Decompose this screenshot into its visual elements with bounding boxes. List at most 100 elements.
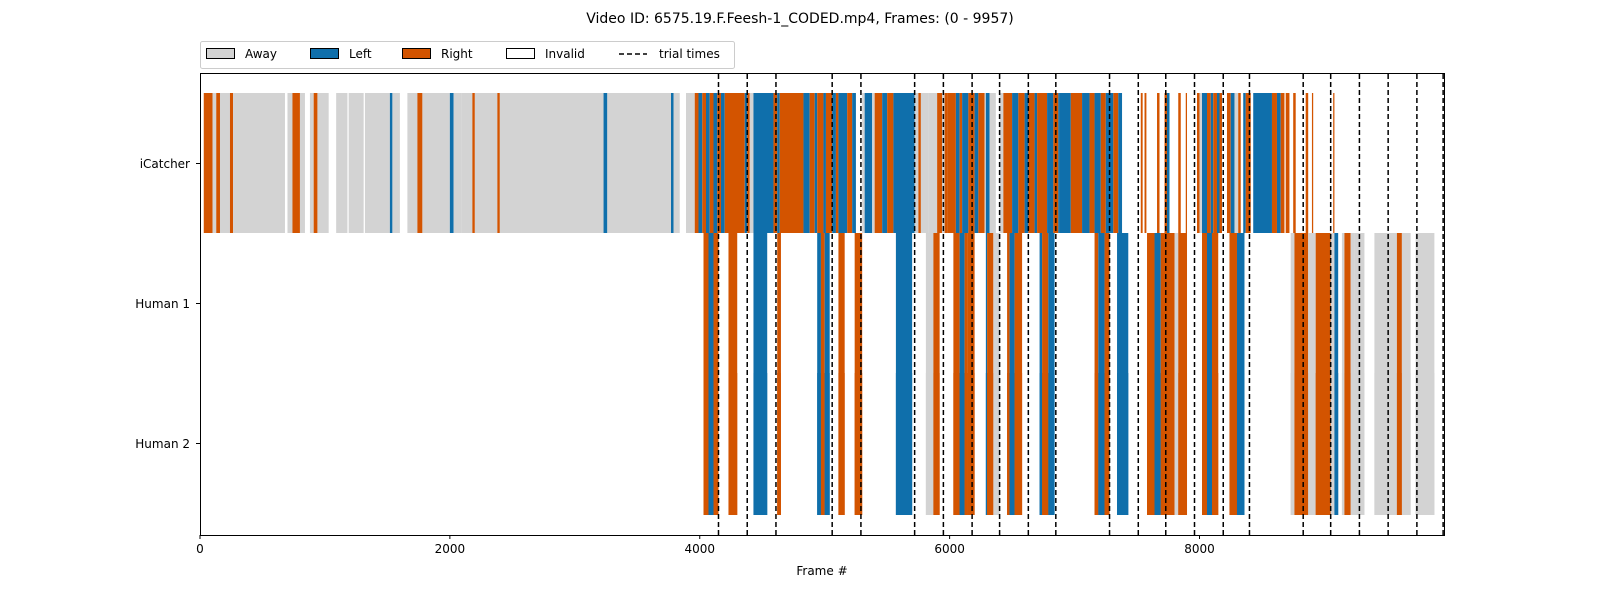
segment-human-2-away-51 [1374,373,1397,515]
segment-icatcher-right-70 [937,93,943,233]
segment-icatcher-left-37 [713,93,718,233]
segment-icatcher-left-63 [882,93,888,233]
segment-human-2-right-0 [703,373,709,515]
segment-icatcher-right-130 [1305,93,1309,233]
segment-icatcher-right-95 [1070,93,1083,233]
segment-human-2-left-4 [753,373,768,515]
y-tick-label-icatcher: iCatcher [140,157,190,171]
segment-icatcher-right-88 [1028,93,1035,233]
legend-label-trial-times: trial times [659,47,720,61]
segment-human-2-right-7 [820,373,825,515]
segment-icatcher-away-59 [862,93,865,233]
segment-icatcher-away-82 [989,93,996,233]
segment-icatcher-left-15 [389,93,393,233]
segment-icatcher-away-21 [453,93,462,233]
segment-icatcher-left-114 [1210,93,1214,233]
segment-icatcher-right-104 [1144,93,1147,233]
segment-icatcher-left-89 [1034,93,1038,233]
segment-icatcher-left-78 [974,93,979,233]
segment-icatcher-right-4 [229,93,234,233]
segment-icatcher-right-67 [918,93,921,233]
segment-icatcher-right-57 [847,93,853,233]
segment-human-2-right-14 [953,373,960,515]
segment-icatcher-left-74 [955,93,960,233]
segment-human-2-right-21 [1007,373,1010,515]
segment-icatcher-left-76 [962,93,969,233]
segment-icatcher-left-39 [720,93,725,233]
segment-icatcher-left-87 [1024,93,1029,233]
segment-icatcher-right-42 [747,93,750,233]
segment-human-2-right-38 [1211,373,1219,515]
segment-icatcher-left-85 [1012,93,1019,233]
segment-icatcher-right-36 [709,93,714,233]
x-tick-label-3: 6000 [934,542,965,556]
segment-icatcher-right-103 [1140,93,1143,233]
segment-icatcher-away-13 [348,93,364,233]
segment-icatcher-away-61 [872,93,875,233]
segment-icatcher-left-35 [706,93,710,233]
segment-icatcher-left-65 [893,93,915,233]
segment-human-2-away-45 [1330,373,1335,515]
segment-human-2-left-46 [1334,373,1339,515]
segment-icatcher-right-118 [1226,93,1231,233]
segment-icatcher-right-86 [1018,93,1025,233]
segment-icatcher-right-73 [947,93,956,233]
segment-human-2-right-31 [1147,373,1155,515]
segment-human-2-right-48 [1344,373,1351,515]
segment-human-2-away-53 [1401,373,1411,515]
segment-human-2-left-15 [959,373,965,515]
segment-icatcher-away-19 [422,93,450,233]
segment-icatcher-left-98 [1094,93,1101,233]
segment-human-2-right-42 [1294,373,1309,515]
segment-icatcher-left-81 [985,93,990,233]
segment-human-2-left-11 [895,373,913,515]
segment-icatcher-left-52 [823,93,826,233]
segment-icatcher-right-115 [1213,93,1217,233]
segment-icatcher-away-6 [287,93,293,233]
segment-icatcher-left-58 [852,93,856,233]
chart-title: Video ID: 6575.19.F.Feesh-1_CODED.mp4, F… [586,11,1013,27]
segment-icatcher-away-26 [499,93,604,233]
segment-icatcher-right-55 [835,93,839,233]
segment-icatcher-left-50 [814,93,818,233]
segment-icatcher-left-91 [1047,93,1054,233]
segment-icatcher-right-25 [497,93,500,233]
segment-icatcher-right-2 [216,93,220,233]
segment-icatcher-left-124 [1253,93,1272,233]
segment-icatcher-left-33 [698,93,703,233]
segment-icatcher-away-80 [984,93,986,233]
segment-icatcher-away-8 [299,93,305,233]
legend-label-right: Right [441,47,473,61]
segment-icatcher-left-60 [864,93,873,233]
segment-icatcher-left-116 [1216,93,1220,233]
segment-icatcher-right-62 [874,93,883,233]
segment-icatcher-right-117 [1219,93,1222,233]
segment-icatcher-right-110 [1197,93,1200,233]
segment-icatcher-right-18 [417,93,423,233]
trial-lines-layer [717,74,1444,535]
segment-human-2-left-18 [985,373,988,515]
segment-human-2-away-54 [1415,373,1435,515]
legend-label-invalid: Invalid [545,47,585,61]
segment-icatcher-away-12 [336,93,348,233]
segment-human-2-right-36 [1202,373,1207,515]
legend-swatch-right [402,48,431,59]
segment-icatcher-away-83 [999,93,1004,233]
segment-icatcher-right-105 [1157,93,1160,233]
segment-icatcher-right-131 [1311,93,1314,233]
segment-icatcher-right-23 [472,93,475,233]
segment-icatcher-left-126 [1276,93,1281,233]
segment-human-2-left-24 [1039,373,1043,515]
segment-human-2-right-25 [1042,373,1049,515]
segment-icatcher-right-129 [1293,93,1296,233]
segment-icatcher-left-27 [603,93,608,233]
segment-human-2-right-9 [838,373,845,515]
segment-human-2-right-52 [1396,373,1402,515]
segment-human-2-right-17 [967,373,975,515]
segment-icatcher-right-49 [809,93,815,233]
segment-human-2-right-23 [1014,373,1023,515]
segment-icatcher-away-30 [673,93,680,233]
segment-icatcher-away-3 [219,93,230,233]
segment-human-2-right-27 [1094,373,1099,515]
segment-icatcher-right-113 [1206,93,1211,233]
